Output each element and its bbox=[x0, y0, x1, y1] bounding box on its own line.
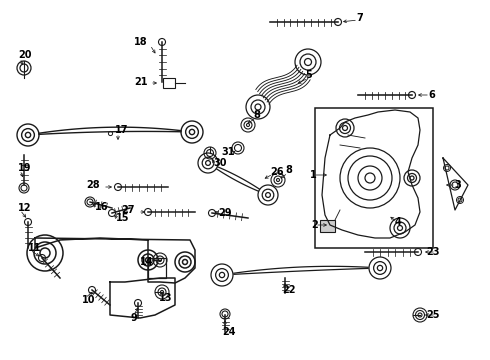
Text: 12: 12 bbox=[18, 203, 31, 213]
Text: 16: 16 bbox=[95, 202, 108, 212]
Text: 30: 30 bbox=[213, 158, 226, 168]
Text: 18: 18 bbox=[134, 37, 148, 47]
Text: 25: 25 bbox=[426, 310, 440, 320]
Text: 20: 20 bbox=[18, 50, 31, 60]
Text: 17: 17 bbox=[115, 125, 128, 135]
Text: 9: 9 bbox=[130, 313, 137, 323]
Text: 27: 27 bbox=[122, 205, 135, 215]
Text: 2: 2 bbox=[311, 220, 318, 230]
Bar bbox=[320, 220, 335, 232]
Text: 8: 8 bbox=[285, 165, 292, 175]
Text: 24: 24 bbox=[222, 327, 236, 337]
Text: 19: 19 bbox=[18, 163, 31, 173]
Text: 31: 31 bbox=[221, 147, 235, 157]
Text: 22: 22 bbox=[282, 285, 295, 295]
Text: 6: 6 bbox=[428, 90, 435, 100]
Text: 1: 1 bbox=[310, 170, 317, 180]
Text: 8: 8 bbox=[253, 110, 260, 120]
Text: 13: 13 bbox=[158, 293, 172, 303]
Text: 4: 4 bbox=[395, 217, 402, 227]
Bar bbox=[163, 78, 175, 88]
Text: 11: 11 bbox=[28, 243, 42, 253]
Text: 3: 3 bbox=[454, 180, 461, 190]
Text: 7: 7 bbox=[356, 13, 363, 23]
Text: 23: 23 bbox=[426, 247, 440, 257]
Text: 21: 21 bbox=[134, 77, 148, 87]
Text: 28: 28 bbox=[86, 180, 100, 190]
Text: 26: 26 bbox=[270, 167, 284, 177]
Text: 10: 10 bbox=[82, 295, 96, 305]
Bar bbox=[315, 108, 433, 248]
Bar bbox=[148, 258, 166, 278]
Text: 29: 29 bbox=[218, 208, 231, 218]
Text: 14: 14 bbox=[140, 257, 153, 267]
Text: 5: 5 bbox=[305, 70, 312, 80]
Text: 15: 15 bbox=[116, 213, 129, 223]
